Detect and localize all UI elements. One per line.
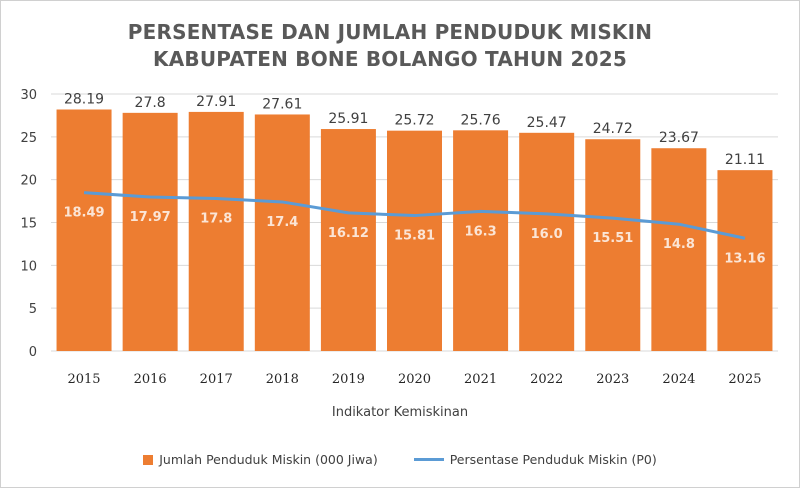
bar-2022 xyxy=(519,132,575,351)
bar-2015 xyxy=(56,109,112,351)
legend-bar-swatch xyxy=(143,454,154,465)
bar-value-label: 25.76 xyxy=(461,112,501,128)
bar-2018 xyxy=(254,114,310,351)
line-value-label: 14.8 xyxy=(663,237,695,252)
x-tick-label: 2015 xyxy=(67,372,100,387)
line-value-label: 16.3 xyxy=(465,224,497,239)
line-value-label: 17.4 xyxy=(266,215,298,230)
bar-value-label: 25.47 xyxy=(527,115,567,131)
bar-2025 xyxy=(717,170,773,351)
line-value-label: 15.81 xyxy=(394,229,435,244)
bar-2024 xyxy=(651,148,707,351)
x-tick-label: 2023 xyxy=(596,372,629,387)
y-tick-label: 25 xyxy=(20,131,37,146)
legend-bar-label: Jumlah Penduduk Miskin (000 Jiwa) xyxy=(159,452,378,467)
bar-value-label: 23.67 xyxy=(659,130,699,146)
x-tick-label: 2021 xyxy=(464,372,497,387)
legend-item-line[interactable]: Persentase Penduduk Miskin (P0) xyxy=(413,452,657,467)
x-tick-label: 2022 xyxy=(530,372,563,387)
line-value-label: 13.16 xyxy=(724,251,765,266)
y-tick-label: 10 xyxy=(20,259,37,274)
x-tick-label: 2020 xyxy=(398,372,431,387)
x-tick-label: 2019 xyxy=(332,372,365,387)
line-value-label: 17.8 xyxy=(200,212,232,227)
line-value-label: 16.12 xyxy=(328,226,369,241)
bar-value-label: 25.72 xyxy=(394,113,434,129)
y-tick-label: 0 xyxy=(29,345,37,360)
y-tick-label: 30 xyxy=(20,88,37,103)
bar-2023 xyxy=(585,139,641,351)
line-value-label: 18.49 xyxy=(63,206,104,221)
line-value-label: 15.51 xyxy=(592,231,633,246)
bar-2019 xyxy=(320,129,376,351)
chart-title-line-1: PERSENTASE DAN JUMLAH PENDUDUK MISKIN xyxy=(127,20,653,44)
bar-2016 xyxy=(122,112,178,351)
bar-value-label: 28.19 xyxy=(64,92,104,108)
x-tick-label: 2016 xyxy=(134,372,167,387)
legend-line-label: Persentase Penduduk Miskin (P0) xyxy=(449,452,657,467)
legend-item-bar[interactable]: Jumlah Penduduk Miskin (000 Jiwa) xyxy=(143,452,378,467)
chart-title-line-2: KABUPATEN BONE BOLANGO TAHUN 2025 xyxy=(153,47,627,71)
bar-2021 xyxy=(453,130,509,351)
x-tick-label: 2024 xyxy=(662,372,695,387)
x-tick-label: 2017 xyxy=(200,372,233,387)
bar-2020 xyxy=(387,130,442,351)
bar-2017 xyxy=(188,111,244,352)
bar-value-label: 27.61 xyxy=(262,96,302,112)
bar-value-label: 21.11 xyxy=(725,152,765,168)
x-tick-label: 2018 xyxy=(266,372,299,387)
x-axis-title: Indikator Kemiskinan xyxy=(331,405,469,420)
x-tick-label: 2025 xyxy=(728,372,761,387)
line-value-label: 17.97 xyxy=(130,210,171,225)
legend-line-swatch xyxy=(413,458,444,461)
y-tick-label: 5 xyxy=(29,302,37,317)
y-tick-label: 20 xyxy=(20,174,37,189)
bar-value-label: 27.8 xyxy=(135,95,166,111)
y-tick-label: 15 xyxy=(20,217,37,232)
bar-value-label: 25.91 xyxy=(328,111,368,127)
bar-value-label: 24.72 xyxy=(593,121,633,137)
legend: Jumlah Penduduk Miskin (000 Jiwa) Persen… xyxy=(0,452,800,467)
bar-value-label: 27.91 xyxy=(196,94,236,110)
line-value-label: 16.0 xyxy=(531,227,563,242)
